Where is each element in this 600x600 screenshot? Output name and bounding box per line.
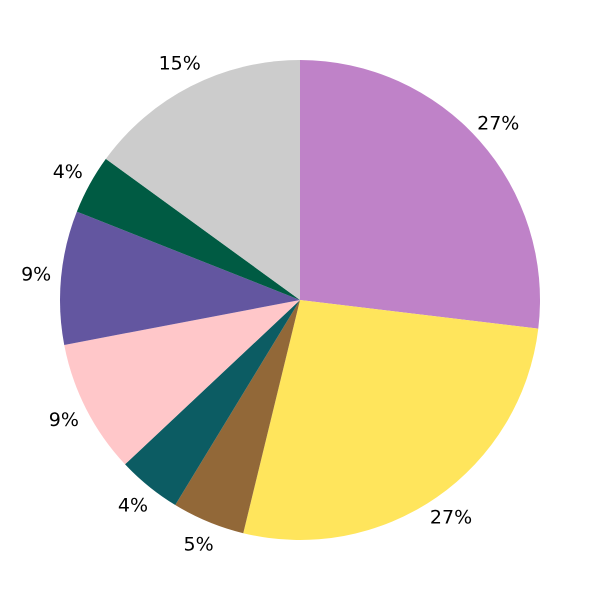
slice-label-1: 27% <box>430 506 472 528</box>
slice-label-2: 5% <box>184 533 214 555</box>
slice-label-0: 27% <box>477 113 519 135</box>
pie-slice-6 <box>76 158 301 300</box>
pie-slice-7 <box>105 60 300 300</box>
pie-slice-3 <box>125 300 300 506</box>
slice-label-4: 9% <box>49 409 79 431</box>
slice-label-7: 15% <box>159 52 201 74</box>
slice-label-3: 4% <box>118 494 148 516</box>
pie-slice-0 <box>300 60 540 329</box>
pie-slice-2 <box>175 300 300 534</box>
slice-label-6: 4% <box>53 161 83 183</box>
slice-label-5: 9% <box>21 264 51 286</box>
pie-slice-1 <box>243 300 539 540</box>
pie-slice-5 <box>60 211 300 345</box>
pie-slice-4 <box>64 300 300 465</box>
